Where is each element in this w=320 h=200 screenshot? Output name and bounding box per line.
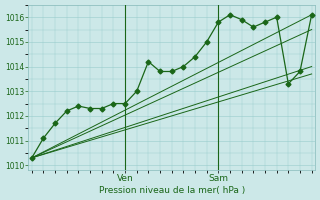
- X-axis label: Pression niveau de la mer( hPa ): Pression niveau de la mer( hPa ): [99, 186, 245, 195]
